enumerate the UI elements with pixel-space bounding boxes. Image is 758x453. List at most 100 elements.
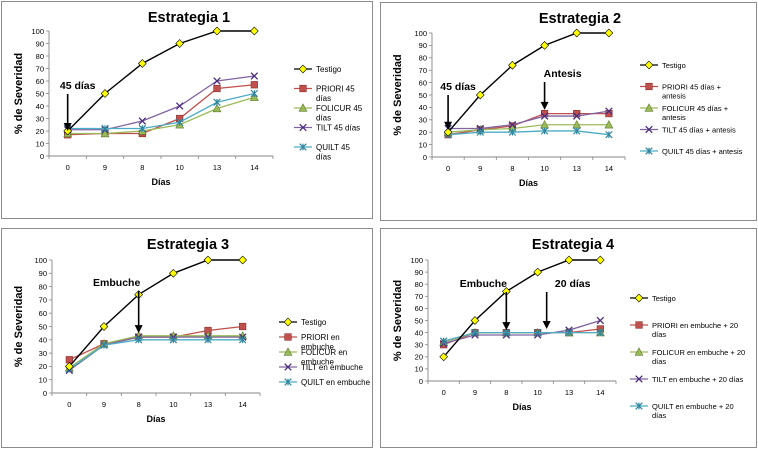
annotation-arrow: [444, 95, 453, 130]
chart-frame: [1, 1, 373, 219]
legend-label: TILT 45 días: [316, 124, 360, 133]
legend-label: PRIORI en embuche + 20 días: [652, 321, 738, 339]
annotation-label: Antesis: [544, 68, 582, 80]
legend-marker: [283, 347, 293, 356]
y-tick-label: 20: [36, 127, 44, 136]
x-axis: 0 9 8 10 13 14: [48, 156, 274, 172]
marker-stroke: [572, 112, 581, 120]
marker-stroke: [250, 72, 259, 80]
marker-stroke: [596, 316, 605, 325]
series-line: [67, 96, 255, 135]
data-point: [572, 112, 581, 120]
x-tick-label: 0: [66, 163, 70, 172]
legend-label: FOLICUR 45 días + antesis: [662, 104, 729, 122]
data-point: [605, 130, 613, 139]
series-line: [68, 335, 243, 369]
data-point: [239, 322, 247, 331]
data-point: [100, 89, 110, 98]
legend-label-line: embuche: [301, 343, 334, 352]
series-line: [443, 319, 601, 345]
x-axis-title: Días: [519, 178, 538, 188]
legend-item: Testigo: [640, 60, 686, 70]
legend-marker: [635, 402, 643, 410]
arrow-head: [502, 322, 511, 331]
legend-label-line: PRIORI en embuche + 20: [652, 321, 738, 330]
y-tick-label: 100: [410, 256, 423, 265]
data-point: [250, 81, 258, 89]
chart-title: Estrategia 1: [148, 10, 230, 26]
data-point: [475, 90, 485, 100]
x-tick-label: 9: [103, 163, 107, 172]
data-point: [502, 328, 511, 337]
legend-label: PRIORI en embuche: [301, 333, 340, 352]
legend-label: PRIORI 45 días + antesis: [662, 83, 722, 101]
series-line: [68, 259, 243, 367]
legend-label: Testigo: [316, 65, 342, 74]
data-point: [212, 103, 222, 113]
legend-label-line: FOLICUR 45 días +: [662, 104, 729, 113]
legend-marker: [634, 293, 644, 303]
legend-item: PRIORI 45 días: [294, 85, 355, 103]
y-tick-label: 50: [36, 89, 44, 98]
y-tick-label: 100: [34, 256, 47, 265]
x-axis: 0 9 8 10 13 14: [427, 381, 617, 397]
data-point: [138, 124, 147, 133]
y-tick-label: 70: [36, 64, 44, 73]
y-tick-label: 20: [39, 362, 47, 371]
chart-frame: [380, 2, 757, 221]
y-tick-label: 0: [419, 377, 423, 386]
annotation-label: 45 días: [60, 80, 96, 92]
y-tick-label: 30: [419, 116, 427, 125]
data-point: [471, 328, 479, 337]
legend-item: QUILT en embuche + 20 días: [630, 402, 734, 420]
legend-marker: [645, 125, 653, 134]
marker-stroke: [645, 125, 653, 134]
y-tick-label: 0: [43, 389, 47, 398]
data-point: [565, 328, 573, 337]
x-tick-label: 14: [250, 163, 258, 172]
legend-item: FOLICUR en embuche + 20 días: [630, 347, 745, 366]
legend-label-line: embuche: [301, 358, 334, 367]
series-line: [448, 110, 610, 130]
data-point: [100, 128, 110, 138]
data-point: [250, 72, 259, 80]
legend-label-line: Testigo: [301, 318, 327, 327]
marker-stroke: [540, 112, 549, 120]
x-tick-label: 8: [137, 400, 141, 409]
data-point: [134, 336, 143, 344]
data-point: [138, 59, 147, 68]
y-tick-label: 80: [419, 54, 427, 63]
y-tick-label: 10: [39, 376, 47, 385]
data-point: [175, 39, 184, 48]
y-axis: 0 10 20 30 40 50 60 70 80 90 100: [31, 27, 49, 161]
data-point: [439, 337, 448, 345]
legend: Testigo PRIORI 45 días + antesis FOLICUR 45…: [640, 60, 743, 156]
arrow-head: [444, 121, 453, 130]
x-tick-label: 8: [504, 388, 508, 397]
chart-frame: [1, 228, 373, 448]
x-tick-label: 0: [446, 164, 450, 173]
series-line: [443, 331, 601, 342]
annotation-label: Embuche: [93, 277, 140, 289]
data-point: [238, 255, 247, 265]
legend-item: FOLICUR 45 días + antesis: [640, 103, 729, 122]
legend-label-line: FOLICUR en embuche + 20: [652, 348, 745, 357]
y-axis: 0 10 20 30 40 50 60 70 80 90 100: [414, 29, 432, 162]
marker-stroke: [213, 77, 221, 85]
y-tick-label: 80: [36, 52, 44, 61]
legend-label: Testigo: [652, 294, 676, 303]
y-axis: 0 10 20 30 40 50 60 70 80 90 100: [410, 256, 428, 386]
annotation-label: 20 días: [555, 278, 591, 290]
series-5: [65, 336, 247, 373]
y-tick-label: 10: [36, 139, 44, 148]
y-tick-label: 0: [423, 153, 427, 162]
legend-item: TILT 45 días: [294, 124, 360, 133]
y-tick-label: 70: [39, 296, 47, 305]
legend-marker: [299, 123, 307, 132]
y-tick-label: 50: [415, 316, 423, 325]
x-tick-label: 9: [478, 164, 482, 173]
legend-label-line: días: [652, 411, 666, 420]
data-point: [470, 316, 480, 325]
legend-label: TILT 45 días + antesis: [662, 126, 736, 135]
